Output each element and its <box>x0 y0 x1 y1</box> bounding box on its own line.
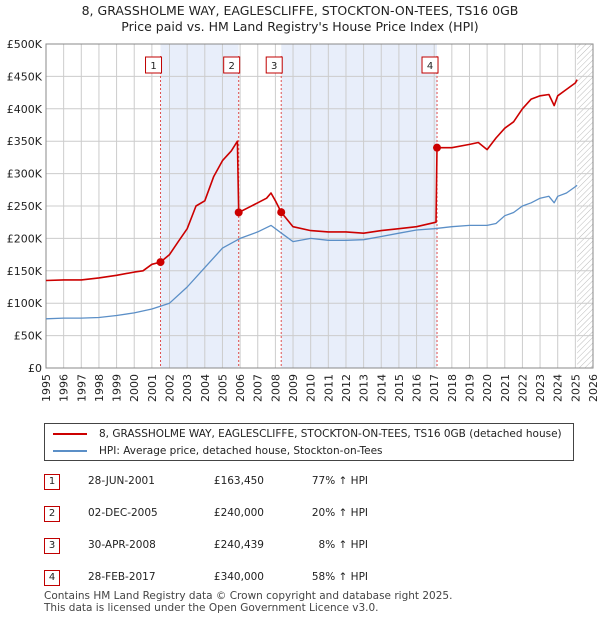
sale-hpi-diff: 20% ↑ HPI <box>311 507 368 519</box>
x-tick-label: 1996 <box>58 374 71 402</box>
x-tick-label: 2016 <box>411 374 424 402</box>
x-tick-label: 2025 <box>569 374 582 402</box>
x-tick-label: 2006 <box>234 374 247 402</box>
x-tick-label: 1995 <box>40 374 53 402</box>
x-tick-label: 2008 <box>269 374 282 402</box>
sale-marker-label-4: 4 <box>427 61 433 72</box>
x-tick-label: 2024 <box>552 374 565 402</box>
x-tick-label: 1999 <box>111 374 124 402</box>
legend-item-hpi: HPI: Average price, detached house, Stoc… <box>53 443 383 459</box>
sale-number-badge: 4 <box>44 570 60 586</box>
x-tick-label: 1997 <box>75 374 88 402</box>
hpi-line <box>45 184 578 320</box>
y-tick-label: £150K <box>7 265 43 278</box>
footer-line-2: This data is licensed under the Open Gov… <box>44 602 379 614</box>
sale-marker-label-3: 3 <box>271 61 277 72</box>
sale-price: £163,450 <box>213 475 264 487</box>
sale-marker-label-1: 1 <box>150 61 156 72</box>
x-tick-label: 2020 <box>481 374 494 402</box>
sale-marker-box-2 <box>223 56 241 74</box>
y-tick-label: £200K <box>7 232 43 245</box>
sale-price: £240,439 <box>213 539 264 551</box>
sale-marker-box-4 <box>421 56 439 74</box>
sale-hpi-diff: 8% ↑ HPI <box>318 539 368 551</box>
sale-hpi-diff: 58% ↑ HPI <box>311 571 368 583</box>
legend-swatch-property <box>53 433 87 435</box>
footer-line-1: Contains HM Land Registry data © Crown c… <box>44 590 453 602</box>
title-line-2: Price paid vs. HM Land Registry's House … <box>121 19 479 34</box>
x-tick-label: 2001 <box>146 374 159 402</box>
sale-date: 28-JUN-2001 <box>88 475 155 487</box>
x-tick-label: 2023 <box>534 374 547 402</box>
x-tick-label: 2003 <box>181 374 194 402</box>
sale-point-3 <box>277 208 286 217</box>
x-tick-label: 2022 <box>516 374 529 402</box>
x-tick-label: 2019 <box>463 374 476 402</box>
y-tick-label: £50K <box>14 330 43 343</box>
sale-date: 28-FEB-2017 <box>88 571 156 583</box>
x-tick-label: 2018 <box>446 374 459 402</box>
sale-marker-box-1 <box>145 56 163 74</box>
x-tick-label: 2026 <box>587 374 600 402</box>
y-tick-label: £400K <box>7 103 43 116</box>
sale-number-badge: 2 <box>44 506 60 522</box>
y-tick-label: £250K <box>7 200 43 213</box>
x-tick-label: 2000 <box>128 374 141 402</box>
chart-legend: 8, GRASSHOLME WAY, EAGLESCLIFFE, STOCKTO… <box>44 423 574 461</box>
x-tick-label: 2002 <box>164 374 177 402</box>
x-tick-label: 2009 <box>287 374 300 402</box>
x-tick-label: 2011 <box>322 374 335 402</box>
legend-item-property: 8, GRASSHOLME WAY, EAGLESCLIFFE, STOCKTO… <box>53 426 562 442</box>
x-tick-label: 2013 <box>358 374 371 402</box>
sale-number-badge: 1 <box>44 474 60 490</box>
y-tick-label: £300K <box>7 168 43 181</box>
sale-price: £240,000 <box>213 507 264 519</box>
x-tick-label: 2017 <box>428 374 441 402</box>
x-tick-label: 2004 <box>199 374 212 402</box>
sale-date: 02-DEC-2005 <box>88 507 158 519</box>
x-tick-label: 2021 <box>499 374 512 402</box>
title-line-1: 8, GRASSHOLME WAY, EAGLESCLIFFE, STOCKTO… <box>81 3 519 18</box>
sale-marker-label-2: 2 <box>228 61 234 72</box>
sale-point-1 <box>156 258 165 267</box>
sale-point-2 <box>234 208 243 217</box>
y-tick-label: £500K <box>7 38 43 51</box>
legend-swatch-hpi <box>53 450 87 452</box>
y-tick-label: £450K <box>7 70 43 83</box>
x-tick-label: 2010 <box>305 374 318 402</box>
sale-price: £340,000 <box>213 571 264 583</box>
y-tick-label: £350K <box>7 135 43 148</box>
price-chart: 1 2 3 4 £0 £50K £100K £150K £200K £250K £300K £350… <box>7 38 600 402</box>
x-tick-label: 2015 <box>393 374 406 402</box>
sale-hpi-diff: 77% ↑ HPI <box>311 475 368 487</box>
x-tick-label: 1998 <box>93 374 106 402</box>
x-tick-label: 2007 <box>252 374 265 402</box>
y-tick-label: £100K <box>7 297 43 310</box>
x-tick-label: 2014 <box>375 374 388 402</box>
sale-row: 1 28-JUN-2001 £163,450 77% ↑ HPI <box>44 472 584 492</box>
sale-row: 3 30-APR-2008 £240,439 8% ↑ HPI <box>44 536 584 556</box>
sale-date: 30-APR-2008 <box>88 539 156 551</box>
sale-row: 2 02-DEC-2005 £240,000 20% ↑ HPI <box>44 504 584 524</box>
x-tick-label: 2005 <box>216 374 229 402</box>
sale-number-badge: 3 <box>44 538 60 554</box>
y-tick-label: £0 <box>28 362 42 375</box>
chart-title: 8, GRASSHOLME WAY, EAGLESCLIFFE, STOCKTO… <box>0 3 600 35</box>
plot-frame <box>45 43 594 369</box>
sale-marker-box-3 <box>265 56 283 74</box>
legend-label-property: 8, GRASSHOLME WAY, EAGLESCLIFFE, STOCKTO… <box>99 428 562 440</box>
sale-point-4 <box>433 143 442 152</box>
legend-label-hpi: HPI: Average price, detached house, Stoc… <box>99 445 383 457</box>
sale-row: 4 28-FEB-2017 £340,000 58% ↑ HPI <box>44 568 584 588</box>
x-tick-label: 2012 <box>340 374 353 402</box>
footer-attribution: Contains HM Land Registry data © Crown c… <box>44 590 452 614</box>
